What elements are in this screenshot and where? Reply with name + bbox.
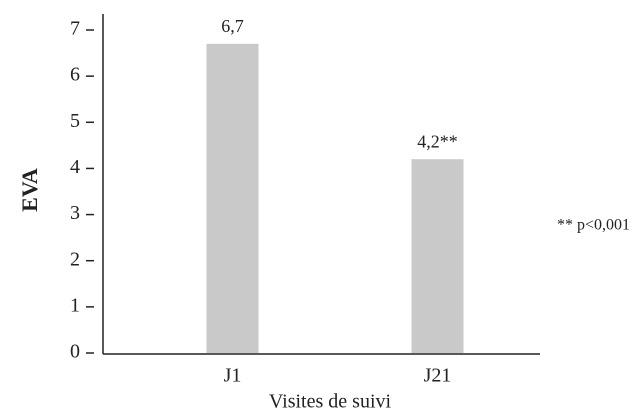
bar (206, 43, 259, 353)
y-tick-label: 1 (70, 294, 80, 316)
x-tick-label: J21 (424, 365, 452, 387)
y-tick-label: 2 (70, 248, 80, 270)
x-tick-label: J1 (224, 365, 242, 387)
y-tick-label: 5 (70, 110, 80, 132)
y-tick-label: 6 (70, 64, 80, 86)
annotation: ** p<0,001 (557, 217, 630, 234)
y-axis-label: EVA (17, 168, 42, 212)
y-tick-label: 0 (70, 341, 80, 363)
value-label: 6,7 (221, 16, 244, 36)
value-label: 4,2** (417, 131, 458, 151)
y-tick-label: 4 (70, 156, 80, 178)
y-tick-label: 7 (70, 18, 80, 40)
y-tick-label: 3 (70, 202, 80, 224)
x-axis-label: Visites de suivi (269, 391, 392, 413)
bar (411, 159, 464, 353)
